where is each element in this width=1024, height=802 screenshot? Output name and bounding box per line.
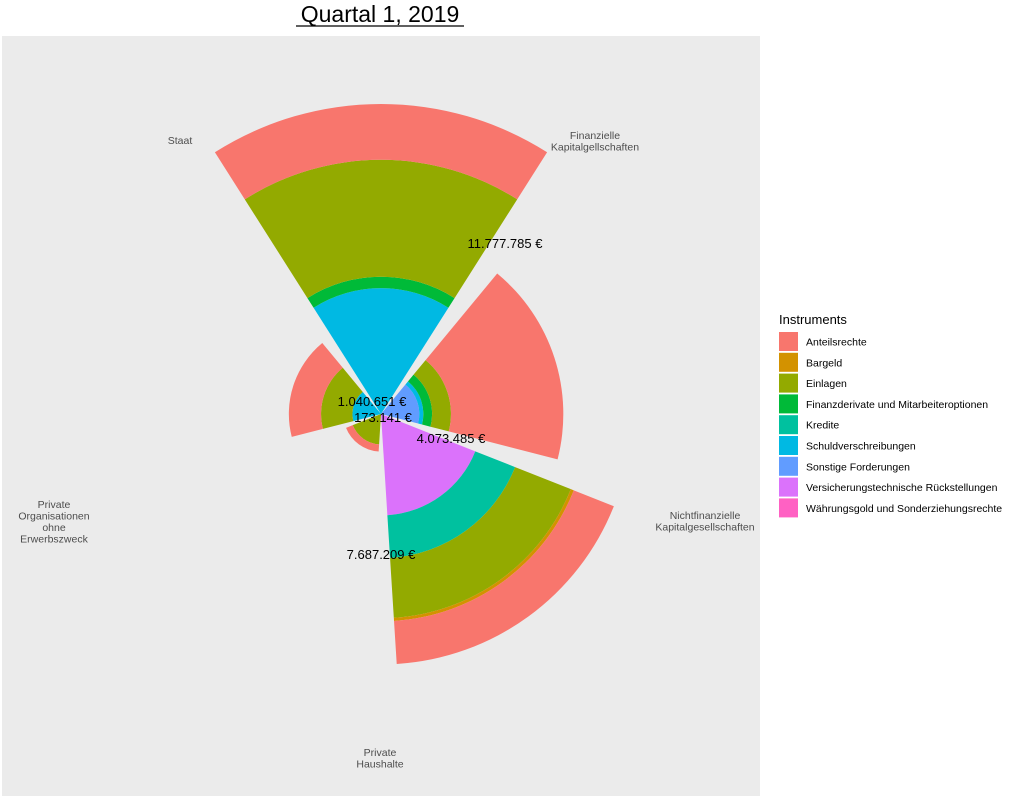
legend-label-finanzderivate-und-mitarbeiteroptionen: Finanzderivate und Mitarbeiteroptionen (806, 399, 988, 411)
sector-finanzielle-kapitalgellschaften-finanzderivate-und-mitarbeiteroptionen (307, 276, 455, 308)
sector-private-organisationen-ohne-erwerbszweck-anteilsrechte (346, 425, 380, 452)
sector-nichtfinanzielle-kapitalgesellschaften-einlagen (413, 360, 451, 432)
sector-private-haushalte-kredite (387, 451, 516, 558)
value-labels-layer: 11.777.785 € 4.073.485 € 7.687.209 € 173.14… (338, 236, 544, 562)
value-label-private-organisationen-ohne-erwerbszweck: 173.141 € (354, 410, 413, 425)
legend-key-einlagen (779, 373, 798, 393)
category-label-private-haushalte: Private Haushalte (356, 747, 403, 771)
chart-title: Quartal 1, 2019 (301, 1, 460, 27)
sector-finanzielle-kapitalgellschaften-anteilsrechte (214, 104, 548, 200)
value-label-finanzielle-kapitalgellschaften: 11.777.785 € (468, 236, 544, 251)
category-label-nichtfinanzielle-kapitalgesellschaften: Nichtfinanzielle Kapitalgesellschaften (655, 510, 754, 534)
legend-label-versicherungstechnische-rückstellungen: Versicherungstechnische Rückstellungen (806, 482, 998, 494)
category-label-finanzielle-kapitalgellschaften: Finanzielle Kapitalgellschaften (551, 130, 639, 154)
sector-finanzielle-kapitalgellschaften-einlagen (244, 159, 518, 299)
category-labels-layer: Finanzielle Kapitalgellschaften Nichtfinan… (18, 130, 754, 771)
legend-key-schuldverschreibungen (779, 436, 798, 455)
legend-key-bargeld (779, 352, 798, 372)
sector-private-organisationen-ohne-erwerbszweck-einlagen (352, 414, 381, 445)
sector-staat-einlagen (321, 367, 363, 429)
sector-staat-anteilsrechte (288, 342, 343, 437)
legend-key-versicherungstechnische-rückstellungen (779, 477, 798, 497)
legend-key-kredite (779, 415, 798, 435)
legend-label-einlagen: Einlagen (806, 378, 847, 390)
category-label-staat: Staat (168, 135, 193, 147)
sector-nichtfinanzielle-kapitalgesellschaften-finanzderivate-und-mitarbeiteroptionen (408, 374, 433, 427)
legend-label-währungsgold-und-sonderziehungsrechte: Währungsgold und Sonderziehungsrechte (806, 503, 1002, 515)
sector-private-haushalte-einlagen (390, 467, 571, 618)
legend-label-schuldverschreibungen: Schuldverschreibungen (806, 441, 916, 453)
legend-key-sonstige-forderungen (779, 456, 798, 476)
legend-label-bargeld: Bargeld (806, 357, 842, 369)
sector-nichtfinanzielle-kapitalgesellschaften-schuldverschreibungen (405, 381, 424, 425)
legend-label-anteilsrechte: Anteilsrechte (806, 337, 867, 349)
value-label-staat: 1.040.651 € (338, 394, 407, 409)
legend-title: Instruments (779, 312, 847, 327)
sector-staat-schuldverschreibungen (352, 391, 381, 422)
legend-key-währungsgold-und-sonderziehungsrechte (779, 498, 798, 518)
category-label-private-organisationen-ohne-erwerbszweck: Private Organisationen ohne Erwerbszweck (18, 499, 89, 546)
legend: Instruments Anteilsrechte Bargeld Einlagen… (779, 312, 1002, 518)
sector-finanzielle-kapitalgellschaften-schuldverschreibungen (313, 288, 449, 414)
sector-nichtfinanzielle-kapitalgesellschaften-sonstige-forderungen (381, 384, 420, 424)
sectors-layer (214, 104, 614, 664)
legend-key-finanzderivate-und-mitarbeiteroptionen (779, 394, 798, 414)
legend-key-anteilsrechte (779, 332, 798, 351)
value-label-nichtfinanzielle-kapitalgesellschaften: 4.073.485 € (417, 431, 486, 446)
sector-private-haushalte-versicherungstechnische-rückstellungen (381, 414, 476, 516)
sector-nichtfinanzielle-kapitalgesellschaften-anteilsrechte (425, 273, 564, 460)
value-label-private-haushalte: 7.687.209 € (347, 547, 416, 562)
sector-private-haushalte-anteilsrechte (394, 490, 614, 664)
legend-label-kredite: Kredite (806, 420, 839, 432)
legend-label-sonstige-forderungen: Sonstige Forderungen (806, 461, 910, 473)
